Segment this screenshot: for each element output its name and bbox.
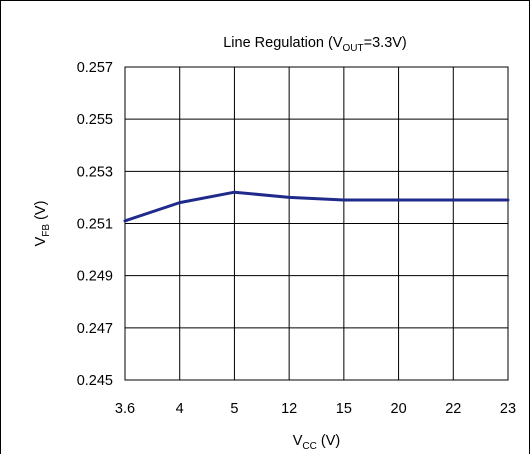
y-tick-label: 0.251 bbox=[77, 217, 113, 233]
y-axis-label: VFB (V) bbox=[33, 201, 52, 247]
y-tick-label: 0.257 bbox=[77, 60, 113, 76]
x-tick-label: 4 bbox=[176, 401, 184, 417]
y-tick-labels: 0.245 0.247 0.249 0.251 0.253 0.255 0.257 bbox=[77, 60, 113, 389]
x-tick-label: 15 bbox=[336, 401, 352, 417]
y-tick-label: 0.255 bbox=[77, 112, 113, 128]
plot-area bbox=[124, 66, 509, 381]
x-axis-label: VCC (V) bbox=[293, 433, 340, 452]
x-tick-label: 22 bbox=[445, 401, 461, 417]
y-tick-label: 0.245 bbox=[77, 373, 113, 389]
y-tick-label: 0.247 bbox=[77, 321, 113, 337]
chart-title: Line Regulation (VOUT=3.3V) bbox=[223, 35, 407, 54]
x-tick-label: 12 bbox=[281, 401, 297, 417]
x-tick-label: 5 bbox=[230, 401, 238, 417]
grid bbox=[125, 67, 508, 380]
series-line-vfb bbox=[123, 190, 510, 223]
x-tick-label: 20 bbox=[391, 401, 407, 417]
y-tick-label: 0.249 bbox=[77, 269, 113, 285]
x-tick-labels: 3.6 4 5 12 15 20 22 23 bbox=[115, 401, 516, 417]
x-tick-label: 23 bbox=[500, 401, 516, 417]
x-tick-label: 3.6 bbox=[115, 401, 135, 417]
y-tick-label: 0.253 bbox=[77, 164, 113, 180]
